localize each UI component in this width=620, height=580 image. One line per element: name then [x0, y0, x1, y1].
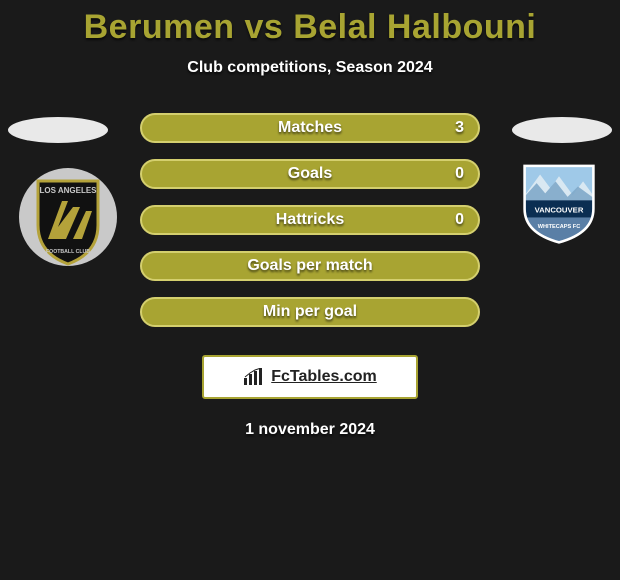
crest-bottom-text: FOOTBALL CLUB	[46, 249, 90, 255]
stat-label: Matches	[142, 115, 478, 141]
stat-right-value: 0	[455, 161, 464, 187]
infographic-root: Berumen vs Belal Halbouni Club competiti…	[0, 0, 620, 580]
club-crest-right: VANCOUVER WHITECAPS FC	[516, 159, 602, 245]
stat-bar: Goals per match	[140, 251, 480, 281]
stat-bar: Min per goal	[140, 297, 480, 327]
stat-label: Min per goal	[142, 299, 478, 325]
fctables-link[interactable]: FcTables.com	[202, 355, 418, 399]
subtitle: Club competitions, Season 2024	[0, 59, 620, 77]
stat-bar: Matches 3	[140, 113, 480, 143]
crest-sub-text: WHITECAPS FC	[538, 224, 580, 230]
crest-band-text: VANCOUVER	[535, 205, 584, 214]
bar-chart-icon	[243, 368, 265, 386]
stat-label: Hattricks	[142, 207, 478, 233]
comparison-stage: LOS ANGELES FOOTBALL CLUB	[0, 103, 620, 343]
crest-top-text: LOS ANGELES	[39, 186, 97, 195]
page-title: Berumen vs Belal Halbouni	[0, 8, 620, 47]
club-crest-left: LOS ANGELES FOOTBALL CLUB	[18, 167, 118, 267]
stat-label: Goals per match	[142, 253, 478, 279]
stat-label: Goals	[142, 161, 478, 187]
stat-bar: Hattricks 0	[140, 205, 480, 235]
stat-bar: Goals 0	[140, 159, 480, 189]
whitecaps-crest-svg: VANCOUVER WHITECAPS FC	[516, 159, 602, 245]
lafc-crest-svg: LOS ANGELES FOOTBALL CLUB	[18, 167, 118, 267]
stat-right-value: 3	[455, 115, 464, 141]
player-marker-right	[512, 117, 612, 143]
stat-bars: Matches 3 Goals 0 Hattricks 0 Goals per …	[140, 113, 480, 343]
stat-right-value: 0	[455, 207, 464, 233]
brand-text: FcTables.com	[271, 368, 377, 386]
date-text: 1 november 2024	[0, 421, 620, 439]
player-marker-left	[8, 117, 108, 143]
